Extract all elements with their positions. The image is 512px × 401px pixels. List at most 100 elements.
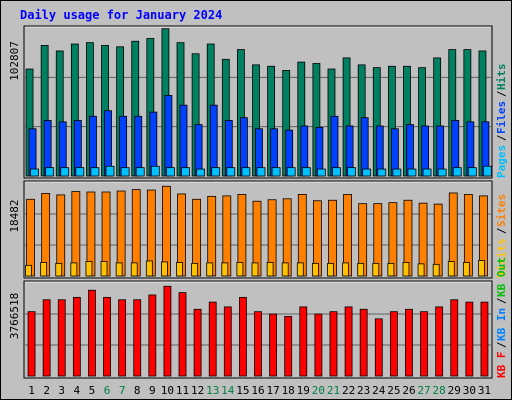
- bar-pages: [150, 165, 160, 177]
- bar-kb-f: [344, 306, 353, 377]
- bar-files: [209, 104, 218, 177]
- legend-kb-in: KB In: [495, 308, 508, 341]
- bar-pages: [75, 167, 85, 177]
- bar-visits: [206, 262, 214, 277]
- x-axis-labels: 1 2 3 4 5 6 7 8 9 10 11 12 13 14 15 16 17 18 19 20 21 22 23 24 2…: [28, 384, 491, 397]
- bar-pages: [362, 168, 372, 177]
- bar-visits: [70, 262, 78, 277]
- bar-visits: [342, 262, 349, 277]
- x-tick-label: 1: [28, 384, 35, 397]
- x-tick-label: 26: [402, 384, 415, 397]
- bar-visits: [25, 264, 32, 277]
- x-tick-label: 12: [191, 384, 204, 397]
- bar-files: [179, 104, 188, 177]
- x-tick-label: 23: [357, 384, 370, 397]
- x-tick-label: 14: [221, 384, 235, 397]
- bar-pages: [166, 167, 175, 177]
- bar-visits: [296, 262, 304, 277]
- bar-visits: [191, 262, 199, 277]
- bar-visits: [40, 262, 48, 277]
- bar-kb-f: [435, 306, 444, 377]
- bar-pages: [226, 167, 236, 177]
- bar-kb-f: [133, 299, 142, 377]
- chart-title: Daily usage for January 2024: [20, 8, 222, 22]
- legend-files: Files: [495, 101, 508, 134]
- x-tick-label: 18: [282, 384, 295, 397]
- bar-files: [330, 115, 339, 177]
- bar-pages: [301, 167, 311, 177]
- bar-kb-f: [299, 306, 308, 377]
- bar-files: [360, 117, 369, 177]
- bar-pages: [437, 168, 447, 177]
- bar-kb-f: [208, 301, 217, 377]
- bar-files: [406, 124, 414, 177]
- legend-visits: Visits: [495, 238, 508, 278]
- bar-kb-f: [27, 311, 36, 377]
- bar-visits: [478, 260, 485, 277]
- bar-pages: [256, 167, 266, 177]
- bar-visits: [130, 262, 138, 277]
- y-max-label: 102807: [8, 41, 21, 81]
- x-tick-label: 13: [206, 384, 219, 397]
- x-tick-label: 11: [176, 384, 189, 397]
- x-tick-label: 25: [387, 384, 400, 397]
- bar-files: [240, 117, 248, 177]
- bar-kb-f: [223, 306, 232, 377]
- chart-panels: 102807Pages/Files/Hits18482Visits/Sites3…: [8, 25, 508, 379]
- y-max-label: 18482: [8, 199, 21, 232]
- bar-pages: [196, 168, 206, 177]
- bar-visits: [100, 261, 108, 277]
- bar-visits: [281, 262, 289, 277]
- bar-pages: [422, 168, 432, 177]
- legend-separator: /: [495, 341, 508, 348]
- x-tick-label: 5: [89, 384, 96, 397]
- bar-visits: [402, 262, 410, 277]
- bar-sites: [26, 198, 35, 277]
- bar-visits: [372, 262, 380, 277]
- bar-visits: [311, 262, 319, 277]
- bar-visits: [266, 262, 274, 277]
- bar-kb-f: [254, 311, 262, 377]
- bar-pages: [332, 167, 341, 177]
- panel-frame: [23, 280, 493, 379]
- bar-kb-f: [57, 299, 66, 377]
- bar-visits: [462, 262, 470, 277]
- bar-pages: [241, 167, 251, 177]
- bar-files: [119, 115, 128, 177]
- bar-pages: [392, 168, 402, 177]
- bar-kb-f: [329, 311, 338, 377]
- bar-kb-f: [72, 296, 81, 377]
- x-tick-label: 15: [236, 384, 249, 397]
- bar-files: [194, 124, 203, 177]
- legend-separator: /: [495, 90, 508, 97]
- bar-visits: [251, 262, 259, 277]
- x-tick-label: 17: [266, 384, 279, 397]
- bar-pages: [452, 167, 462, 177]
- legend-sites: Sites: [495, 194, 508, 227]
- panel-frame: [23, 180, 493, 279]
- bar-pages: [377, 168, 387, 177]
- x-tick-label: 19: [297, 384, 310, 397]
- bar-pages: [286, 167, 296, 177]
- bar-visits: [176, 262, 183, 277]
- bar-pages: [211, 167, 221, 177]
- x-tick-label: 10: [161, 384, 174, 397]
- bar-kb-f: [359, 308, 368, 377]
- y-max-label: 3766518: [8, 293, 21, 339]
- bar-files: [436, 125, 445, 177]
- bar-kb-f: [239, 296, 247, 377]
- bar-pages: [483, 165, 492, 177]
- legend-kb-out: KB Out: [495, 257, 508, 297]
- bar-kb-f: [269, 313, 277, 377]
- x-tick-label: 28: [433, 384, 446, 397]
- x-tick-label: 7: [119, 384, 126, 397]
- bar-pages: [135, 167, 145, 177]
- legend: Visits /Sites: [495, 194, 508, 278]
- legend: Pages/Files/Hits: [495, 64, 508, 179]
- panel-sites-visits: 18482 Visits /Sites: [8, 180, 508, 279]
- bar-visits: [55, 262, 63, 277]
- bar-kb-f: [389, 311, 398, 377]
- legend-kb-f: KB F: [495, 352, 508, 379]
